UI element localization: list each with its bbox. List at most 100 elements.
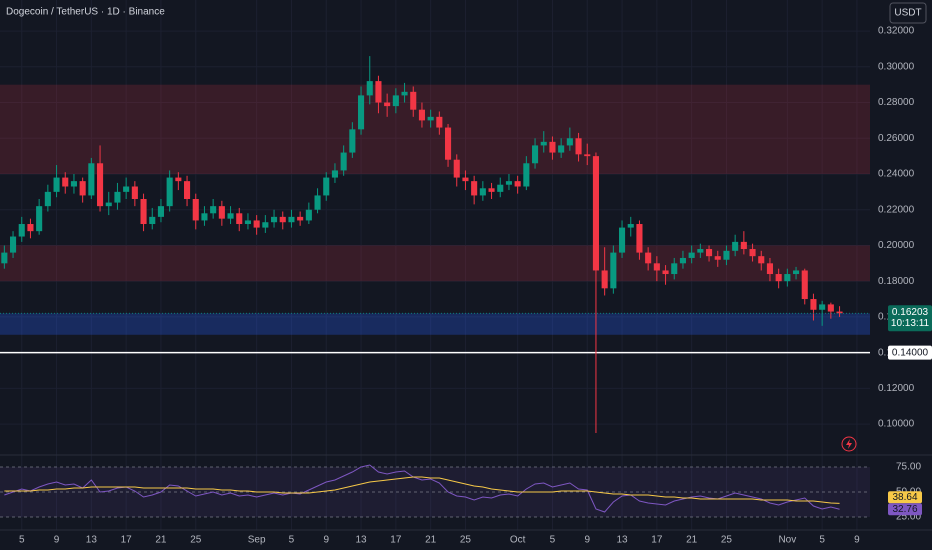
candle-body [471, 181, 478, 196]
candle-body [297, 216, 304, 221]
y-tick-label: 25.00 [896, 512, 921, 523]
candle-body [801, 270, 808, 300]
candle-body [288, 216, 295, 223]
hline-label-bg [888, 345, 932, 360]
alert-bolt [846, 439, 852, 449]
x-tick-label: 17 [651, 535, 663, 546]
countdown: 10:13:11 [891, 318, 930, 329]
y-tick-label: 75.00 [896, 462, 921, 473]
y-tick-label: 0.26000 [878, 133, 915, 144]
chart-title: Dogecoin / TetherUS · 1D · Binance [6, 7, 165, 18]
candle-body [375, 81, 382, 103]
x-tick-label: 17 [390, 535, 402, 546]
candle-body [166, 177, 173, 207]
candle-body [88, 163, 95, 196]
candle-body [10, 236, 17, 253]
zone [0, 245, 870, 282]
candle-body [758, 256, 765, 264]
candle-body [601, 270, 608, 289]
x-tick-label: 9 [854, 535, 860, 546]
candle-body [105, 202, 112, 207]
y-tick-label: 0.18000 [878, 276, 915, 287]
candle-body [514, 181, 521, 187]
x-tick-label: 25 [460, 535, 472, 546]
y-tick-label: 0.32000 [878, 26, 915, 37]
candle-body [140, 199, 147, 225]
candle-body [662, 270, 669, 275]
rsi-value-label: 32.76 [892, 504, 917, 515]
y-tick-label: 0.12000 [878, 383, 915, 394]
candle-body [253, 220, 260, 228]
candle-body [445, 127, 452, 160]
candle-body [653, 263, 660, 271]
candle-body [766, 263, 773, 275]
candle-body [44, 191, 51, 207]
candle-body [218, 206, 225, 219]
candle-body [497, 184, 504, 192]
zone [0, 84, 870, 174]
y-tick-label: 0.10000 [878, 419, 915, 430]
candle-body [810, 299, 817, 310]
candle-body [610, 252, 617, 289]
candle-body [70, 181, 77, 187]
x-tick-label: Oct [510, 535, 526, 546]
candle-body [688, 252, 695, 258]
candle-body [123, 186, 130, 192]
x-tick-label: 5 [819, 535, 825, 546]
y-tick-label: 0.22000 [878, 204, 915, 215]
candle-body [27, 224, 34, 232]
candle-body [592, 156, 599, 271]
candle-body [671, 263, 678, 275]
candle-body [714, 256, 721, 260]
rsi-value-label: 38.64 [892, 492, 917, 503]
candle-body [645, 252, 652, 264]
x-tick-label: 13 [616, 535, 628, 546]
candle-body [53, 177, 60, 192]
x-tick-label: Sep [248, 535, 266, 546]
candle-body [784, 274, 791, 282]
y-tick-label: 0.30000 [878, 61, 915, 72]
plot-layer [0, 0, 870, 530]
x-tick-label: 21 [155, 535, 167, 546]
candle-body [749, 249, 756, 257]
candle-body [401, 91, 408, 96]
candle-body [210, 206, 217, 214]
candle-body [36, 206, 43, 232]
candle-body [201, 213, 208, 221]
x-tick-label: 17 [121, 535, 133, 546]
x-tick-label: 25 [721, 535, 733, 546]
candle-body [566, 138, 573, 146]
candle-body [706, 249, 713, 257]
candle-body [732, 241, 739, 251]
candle-body [175, 177, 182, 182]
alert-icon[interactable] [841, 436, 857, 452]
candle-body [479, 188, 486, 196]
candle-body [305, 209, 312, 221]
candle-body [532, 145, 539, 164]
currency-label[interactable]: USDT [894, 8, 921, 19]
candle-body [697, 249, 704, 253]
rsi-line [4, 464, 840, 513]
currency-button[interactable] [889, 2, 927, 24]
candle-body [584, 154, 591, 157]
candle-body [18, 224, 25, 237]
candle-body [331, 170, 338, 178]
candle-body [244, 220, 251, 225]
x-tick-label: Nov [778, 535, 796, 546]
last-price-label: 0.16203 [892, 307, 929, 318]
hline-label: 0.14000 [892, 347, 929, 358]
candle-body [410, 91, 417, 110]
x-tick-label: 9 [54, 535, 60, 546]
candle-body [775, 274, 782, 282]
last-price-bg [888, 305, 932, 332]
candle-body [279, 216, 286, 223]
candle-body [384, 102, 391, 107]
candle-body [549, 141, 556, 153]
rsi-value-bg [888, 491, 922, 504]
candle-body [79, 181, 86, 196]
y-tick-label: 0.20000 [878, 240, 915, 251]
candle-body [740, 241, 747, 250]
candle-body [836, 311, 843, 314]
candle-body [114, 191, 121, 203]
